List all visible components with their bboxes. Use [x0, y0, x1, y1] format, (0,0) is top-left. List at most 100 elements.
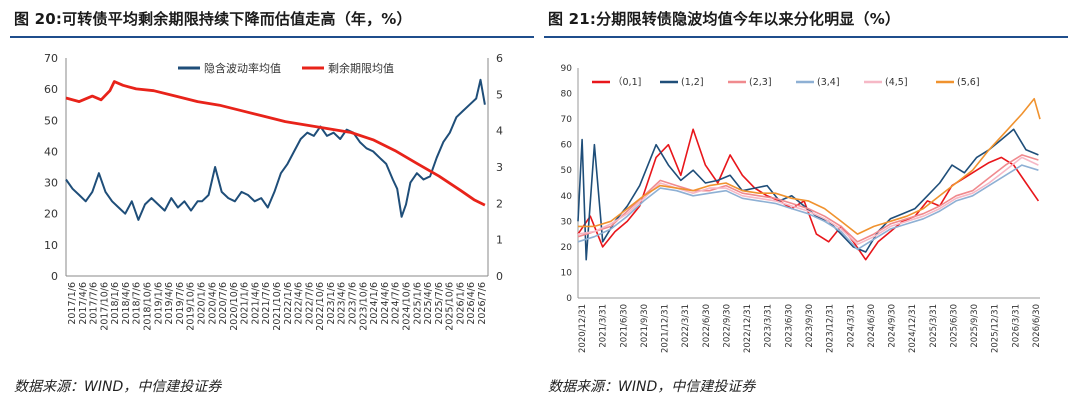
- y-tick-label: 0: [566, 294, 572, 304]
- y-tick-label-left: 70: [44, 52, 58, 65]
- x-tick-label: 2020/1/6: [196, 282, 207, 325]
- x-tick-label: 2022/12/31: [743, 304, 753, 353]
- x-tick-label: 2020/10/6: [229, 282, 240, 331]
- y-tick-label-left: 20: [44, 208, 58, 221]
- y-tick-label: 10: [561, 268, 573, 278]
- x-tick-label: 2023/7/6: [348, 282, 359, 325]
- x-tick-label: 2020/4/6: [207, 282, 218, 325]
- x-tick-label: 2021/12/31: [661, 304, 671, 353]
- x-tick-label: 2017/10/6: [99, 282, 110, 331]
- x-tick-label: 2019/4/6: [164, 282, 175, 325]
- x-tick-label: 2026/4/6: [466, 282, 477, 325]
- chart-title: 图 20:可转债平均剩余期限持续下降而估值走高（年，%）: [14, 10, 412, 28]
- x-tick-label: 2023/6/30: [784, 304, 794, 348]
- x-tick-label: 2024/7/6: [391, 282, 402, 325]
- x-tick-label: 2021/3/31: [599, 304, 609, 348]
- x-tick-label: 2023/9/30: [805, 304, 815, 348]
- legend-label: (2,3]: [749, 77, 772, 88]
- x-tick-label: 2021/6/30: [619, 304, 629, 348]
- x-tick-label: 2024/3/31: [846, 304, 856, 348]
- x-tick-label: 2020/12/31: [578, 304, 588, 353]
- y-tick-label: 20: [561, 243, 573, 253]
- y-tick-label-right: 3: [496, 161, 503, 174]
- y-tick-label: 30: [561, 217, 573, 227]
- x-tick-label: 2019/1/6: [153, 282, 164, 325]
- x-tick-label: 2021/7/6: [261, 282, 272, 325]
- x-tick-label: 2017/7/6: [89, 282, 100, 325]
- title-rule: [10, 36, 534, 38]
- x-tick-label: 2018/7/6: [132, 282, 143, 325]
- y-tick-label-left: 50: [44, 114, 58, 127]
- x-tick-label: 2023/12/31: [826, 304, 836, 353]
- y-tick-label-right: 0: [496, 270, 503, 283]
- x-tick-label: 2022/7/6: [304, 282, 315, 325]
- x-tick-label: 2024/12/31: [908, 304, 918, 353]
- x-tick-label: 2022/10/6: [315, 282, 326, 331]
- x-tick-label: 2022/6/30: [702, 304, 712, 348]
- x-tick-label: 2024/6/30: [867, 304, 877, 348]
- legend-label: 隐含波动率均值: [204, 61, 281, 75]
- x-tick-label: 2023/3/31: [764, 304, 774, 348]
- y-tick-label-right: 6: [496, 52, 503, 65]
- x-tick-label: 2023/1/6: [326, 282, 337, 325]
- legend-label: 剩余期限均值: [328, 61, 394, 75]
- y-tick-label-right: 4: [496, 125, 503, 138]
- x-tick-label: 2022/1/6: [283, 282, 294, 325]
- x-tick-label: 2024/9/30: [888, 304, 898, 348]
- y-tick-label-left: 30: [44, 177, 58, 190]
- x-tick-label: 2019/7/6: [175, 282, 186, 325]
- x-tick-label: 2018/1/6: [110, 282, 121, 325]
- title-rule: [544, 36, 1068, 38]
- y-tick-label: 80: [561, 90, 573, 100]
- x-tick-label: 2021/10/6: [272, 282, 283, 331]
- right-chart: 0 10 20 30 40 50 60 70 80 90 2020/12/31 2021/3/31 20…: [561, 64, 1042, 353]
- x-tick-label: 2021/1/6: [240, 282, 251, 325]
- y-tick-label: 40: [561, 192, 573, 202]
- y-tick-label-left: 10: [44, 239, 58, 252]
- y-tick-label-left: 60: [44, 83, 58, 96]
- x-tick-label: 2017/1/6: [67, 282, 78, 325]
- source-note: 数据来源：WIND，中信建投证券: [548, 379, 756, 395]
- y-tick-label-left: 0: [51, 270, 58, 283]
- x-tick-label: 2017/4/6: [78, 282, 89, 325]
- x-tick-label: 2022/3/31: [681, 304, 691, 348]
- legend-label: (4,5]: [885, 77, 908, 88]
- series-line: [65, 80, 486, 207]
- x-tick-label: 2025/9/30: [970, 304, 980, 348]
- x-tick-label: 2025/12/31: [991, 304, 1001, 353]
- x-tick-label: 2025/3/31: [929, 304, 939, 348]
- legend-label: （0,1]: [613, 76, 641, 88]
- x-tick-label: 2024/1/6: [369, 282, 380, 325]
- y-tick-label-right: 1: [496, 234, 503, 247]
- x-tick-label: 2022/9/30: [722, 304, 732, 348]
- series-line: [577, 128, 1040, 261]
- x-tick-label: 2023/4/6: [337, 282, 348, 325]
- series-line: [65, 78, 486, 221]
- x-tick-label: 2020/7/6: [218, 282, 229, 325]
- right-chart-panel: 图 21:分期限转债隐波均值今年以来分化明显（%） 0 10 20 30 40 50 60 7…: [544, 0, 1072, 408]
- x-tick-label: 2021/9/30: [640, 304, 650, 348]
- y-tick-label-right: 5: [496, 88, 503, 101]
- y-tick-label-left: 40: [44, 145, 58, 158]
- x-tick-label: 2025/10/6: [445, 282, 456, 331]
- x-tick-label: 2026/6/30: [1032, 304, 1042, 348]
- x-tick-label: 2025/4/6: [423, 282, 434, 325]
- left-chart-panel: 图 20:可转债平均剩余期限持续下降而估值走高（年，%） 0 10 20 30 40 50…: [10, 0, 538, 408]
- x-tick-label: 2022/4/6: [294, 282, 305, 325]
- series-line: [578, 97, 1041, 235]
- series-line: [577, 154, 1039, 243]
- x-tick-label: 2026/3/31: [1011, 304, 1021, 348]
- y-tick-label: 50: [561, 166, 573, 176]
- x-tick-label: 2025/6/30: [949, 304, 959, 348]
- legend-label: (1,2]: [681, 77, 704, 88]
- x-tick-label: 2018/10/6: [143, 282, 154, 331]
- legend-label: (3,4]: [817, 77, 840, 88]
- x-tick-label: 2019/10/6: [186, 282, 197, 331]
- x-tick-label: 2026/1/6: [455, 282, 466, 325]
- y-tick-label: 90: [561, 64, 573, 74]
- x-tick-label: 2018/4/6: [121, 282, 132, 325]
- x-tick-label: 2026/7/6: [477, 282, 488, 325]
- y-tick-label: 60: [561, 141, 573, 151]
- chart-title: 图 21:分期限转债隐波均值今年以来分化明显（%）: [548, 10, 901, 28]
- y-tick-label-right: 2: [496, 197, 503, 210]
